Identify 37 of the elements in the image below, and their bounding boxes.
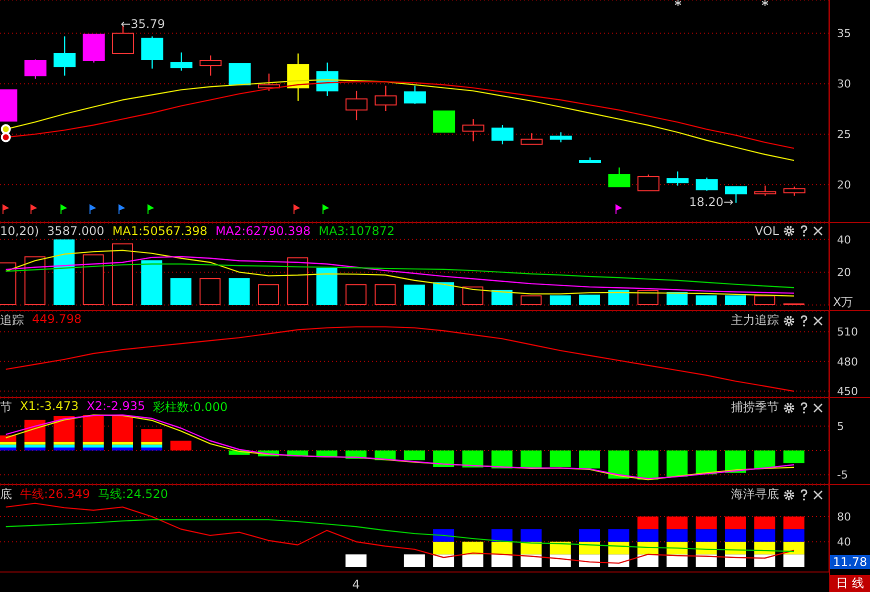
series-label: 牛线:26.349	[20, 486, 90, 503]
text: 日 线	[830, 575, 870, 592]
series-label: MA1:50567.398	[112, 224, 208, 238]
annotation: 彩柱数:0.000	[153, 399, 228, 416]
y-tick-label: 450	[837, 384, 858, 398]
series-label: X2:-2.935	[86, 399, 146, 415]
chart-title: 追踪	[0, 312, 24, 329]
y-tick-label: 480	[837, 355, 858, 368]
series-label: X1:-3.473	[20, 399, 79, 415]
y-tick-label: 20	[837, 266, 851, 280]
y-tick-label: 35	[837, 27, 851, 40]
annotation: 捕捞季节	[731, 399, 779, 416]
text: 11.78	[830, 555, 870, 569]
annotation: 18.20→	[689, 194, 734, 209]
y-tick-label: 40	[837, 536, 851, 549]
y-tick-label: 30	[837, 78, 851, 91]
series-label: MA2:62790.398	[215, 224, 311, 238]
y-tick-label: 80	[837, 510, 851, 524]
chart-title: 节	[0, 399, 12, 416]
chart-title: 底	[0, 486, 12, 503]
x-tick-label: 4	[352, 578, 360, 592]
annotation: ←35.79	[120, 17, 166, 32]
y-tick-label: 40	[837, 233, 851, 246]
chart-title: 10,20)	[0, 224, 40, 238]
chart-subtitle: 3587.000	[47, 224, 104, 238]
y-axis-title: X万	[833, 294, 854, 311]
series-label: 马线:24.520	[98, 486, 168, 503]
y-tick-label: -5	[837, 468, 848, 482]
annotation: 主力追踪	[731, 312, 779, 329]
annotation: VOL	[754, 224, 779, 238]
y-tick-label: 5	[837, 420, 844, 434]
y-tick-label: 510	[837, 326, 858, 339]
text: 449.798	[32, 312, 82, 328]
text: MA3:107872	[318, 224, 395, 238]
y-tick-label: 25	[837, 128, 851, 142]
annotation: 海洋寻底	[731, 486, 779, 503]
y-tick-label: 20	[837, 178, 851, 192]
